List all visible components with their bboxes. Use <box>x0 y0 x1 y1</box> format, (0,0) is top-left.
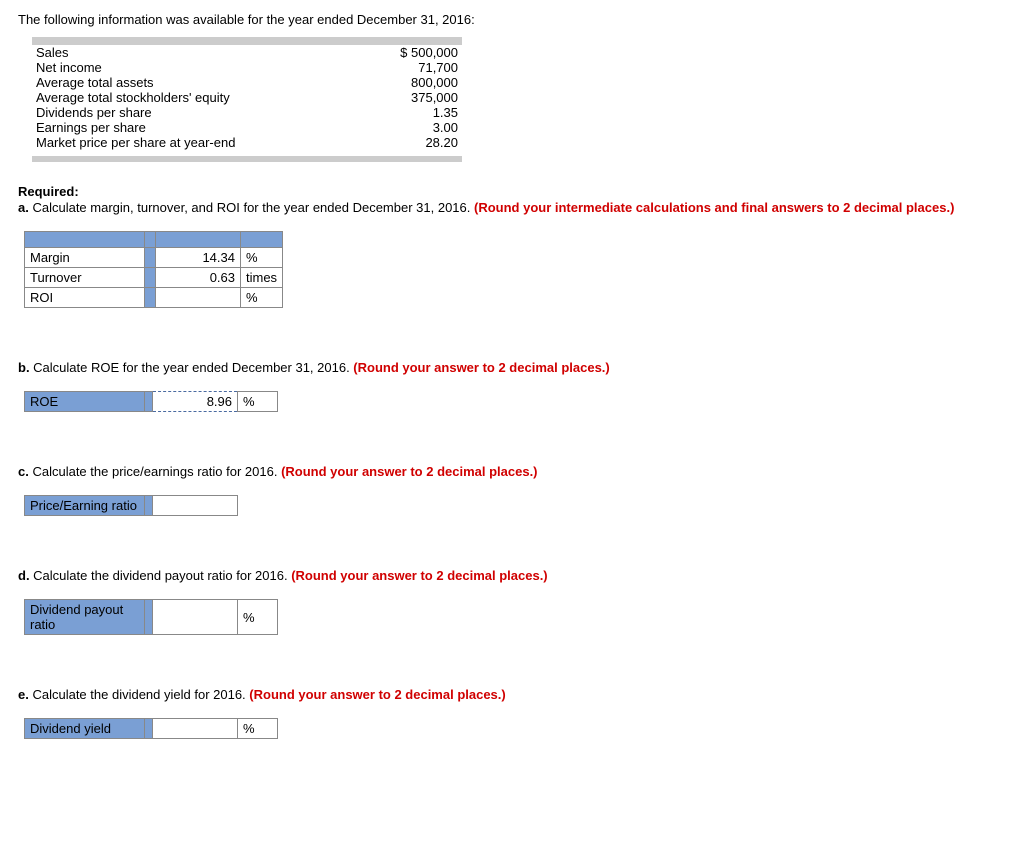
question-e: e. Calculate the dividend yield for 2016… <box>18 687 1006 739</box>
data-label: Market price per share at year-end <box>32 135 317 150</box>
data-label: Earnings per share <box>32 120 317 135</box>
answer-table-a: Margin 14.34 % Turnover 0.63 times ROI % <box>24 231 283 308</box>
q-hint: (Round your intermediate calculations an… <box>474 200 954 215</box>
data-value: 71,700 <box>347 60 462 75</box>
q-body: Calculate the dividend payout ratio for … <box>33 568 291 583</box>
data-label: Net income <box>32 60 317 75</box>
data-value: 3.00 <box>347 120 462 135</box>
q-hint: (Round your answer to 2 decimal places.) <box>249 687 505 702</box>
row-marker <box>145 392 153 412</box>
row-marker <box>145 496 153 516</box>
data-table: Sales $ 500,000 Net income 71,700 Average … <box>32 37 462 150</box>
roe-input[interactable]: 8.96 <box>153 392 238 412</box>
q-body: Calculate margin, turnover, and ROI for … <box>32 200 474 215</box>
q-prefix: d. <box>18 568 33 583</box>
q-body: Calculate the price/earnings ratio for 2… <box>32 464 281 479</box>
row-marker <box>145 268 156 288</box>
roi-input[interactable] <box>156 288 241 308</box>
row-marker <box>145 248 156 268</box>
row-marker <box>145 600 153 635</box>
answer-table-e: Dividend yield % <box>24 718 278 739</box>
data-value: 800,000 <box>347 75 462 90</box>
required-heading: Required: <box>18 184 1006 199</box>
question-b: b. Calculate ROE for the year ended Dece… <box>18 360 1006 412</box>
data-value: 375,000 <box>347 90 462 105</box>
row-label: Dividend payout ratio <box>25 600 145 635</box>
row-unit: % <box>238 392 278 412</box>
answer-table-d: Dividend payout ratio % <box>24 599 278 635</box>
q-hint: (Round your answer to 2 decimal places.) <box>291 568 547 583</box>
q-prefix: e. <box>18 687 32 702</box>
q-hint: (Round your answer to 2 decimal places.) <box>281 464 537 479</box>
question-a: a. Calculate margin, turnover, and ROI f… <box>18 200 1006 308</box>
row-label: Price/Earning ratio <box>25 496 145 516</box>
q-prefix: b. <box>18 360 33 375</box>
q-body: Calculate the dividend yield for 2016. <box>32 687 249 702</box>
intro-text: The following information was available … <box>18 12 1006 27</box>
row-unit: % <box>238 719 278 739</box>
row-marker <box>145 288 156 308</box>
question-d: d. Calculate the dividend payout ratio f… <box>18 568 1006 635</box>
dividend-yield-input[interactable] <box>153 719 238 739</box>
data-value: 1.35 <box>347 105 462 120</box>
data-value: 28.20 <box>347 135 462 150</box>
row-unit: % <box>241 288 283 308</box>
table-footer-bar <box>32 156 462 162</box>
question-c: c. Calculate the price/earnings ratio fo… <box>18 464 1006 516</box>
data-value: $ 500,000 <box>347 45 462 60</box>
turnover-input[interactable]: 0.63 <box>156 268 241 288</box>
q-prefix: c. <box>18 464 32 479</box>
dividend-payout-input[interactable] <box>153 600 238 635</box>
row-unit: % <box>238 600 278 635</box>
row-unit: % <box>241 248 283 268</box>
row-label: Margin <box>25 248 145 268</box>
pe-ratio-input[interactable] <box>153 496 238 516</box>
row-label: ROI <box>25 288 145 308</box>
row-label: ROE <box>25 392 145 412</box>
q-prefix: a. <box>18 200 32 215</box>
q-hint: (Round your answer to 2 decimal places.) <box>353 360 609 375</box>
data-label: Sales <box>32 45 317 60</box>
data-label: Dividends per share <box>32 105 317 120</box>
row-marker <box>145 719 153 739</box>
data-label: Average total assets <box>32 75 317 90</box>
row-label: Turnover <box>25 268 145 288</box>
margin-input[interactable]: 14.34 <box>156 248 241 268</box>
row-label: Dividend yield <box>25 719 145 739</box>
q-body: Calculate ROE for the year ended Decembe… <box>33 360 353 375</box>
answer-table-c: Price/Earning ratio <box>24 495 238 516</box>
row-unit: times <box>241 268 283 288</box>
data-label: Average total stockholders' equity <box>32 90 317 105</box>
answer-table-b: ROE 8.96 % <box>24 391 278 412</box>
